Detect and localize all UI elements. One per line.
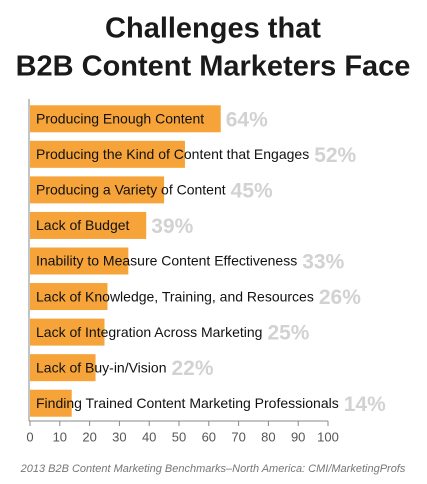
category-label: Lack of Buy-in/Vision	[36, 359, 166, 375]
category-label: Producing Enough Content	[36, 110, 204, 126]
x-tick-label: 90	[291, 429, 305, 444]
category-label: Inability to Measure Content Effectivene…	[36, 253, 297, 269]
x-tick-label: 50	[172, 429, 186, 444]
value-label: 33%	[302, 251, 344, 274]
chart-title: Challenges that	[105, 13, 321, 45]
x-tick-label: 70	[231, 429, 245, 444]
value-label: 25%	[267, 322, 309, 345]
x-tick-label: 30	[112, 429, 126, 444]
category-label: Lack of Budget	[36, 217, 130, 233]
value-label: 39%	[151, 215, 193, 238]
value-label: 52%	[314, 144, 356, 167]
bar	[30, 283, 108, 311]
chart-title: B2B Content Marketers Face	[16, 51, 411, 83]
bar	[30, 318, 105, 346]
bar	[30, 354, 96, 382]
bar	[30, 247, 129, 275]
bar	[30, 389, 72, 417]
x-tick-label: 0	[26, 429, 33, 444]
bar	[30, 105, 221, 133]
x-tick-label: 40	[142, 429, 156, 444]
x-tick-label: 20	[82, 429, 96, 444]
value-label: 45%	[231, 179, 273, 202]
category-label: Producing the Kind of Content that Engag…	[36, 146, 309, 162]
bar	[30, 140, 185, 168]
x-tick-label: 60	[202, 429, 216, 444]
category-label: Lack of Knowledge, Training, and Resourc…	[36, 288, 314, 304]
bar	[30, 176, 165, 204]
category-label: Producing a Variety of Content	[36, 182, 226, 198]
x-tick-label: 100	[317, 429, 339, 444]
source-note: 2013 B2B Content Marketing Benchmarks–No…	[20, 463, 406, 475]
x-tick-label: 80	[261, 429, 275, 444]
value-label: 26%	[319, 286, 361, 309]
value-label: 14%	[344, 393, 386, 416]
bar	[30, 211, 147, 239]
value-label: 64%	[226, 108, 268, 131]
value-label: 22%	[171, 357, 213, 380]
category-label: Lack of Integration Across Marketing	[36, 324, 262, 340]
category-label: Finding Trained Content Marketing Profes…	[36, 395, 339, 411]
x-tick-label: 10	[53, 429, 67, 444]
